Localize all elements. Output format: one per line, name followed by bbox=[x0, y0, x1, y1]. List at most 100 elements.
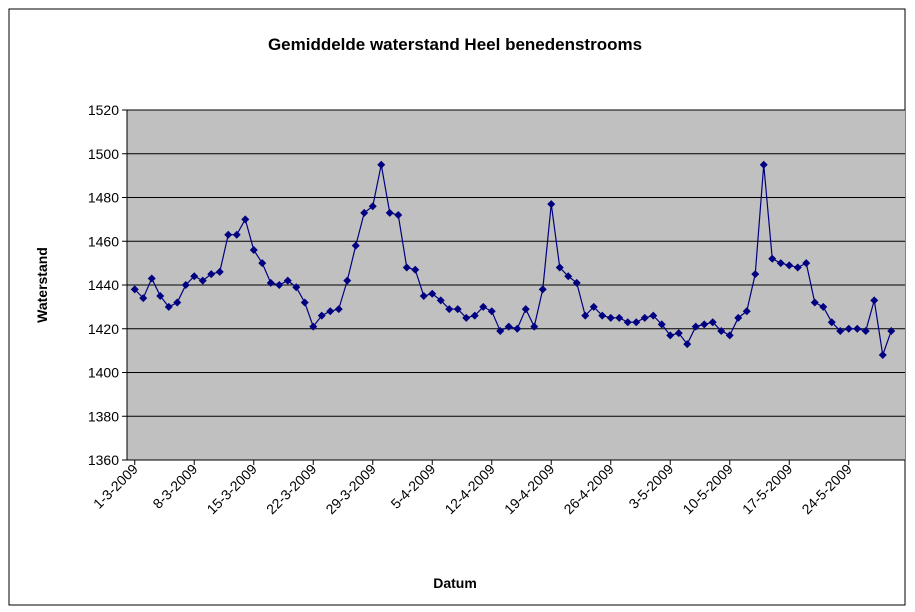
data-point bbox=[266, 278, 275, 287]
data-point bbox=[334, 305, 343, 314]
data-point bbox=[725, 331, 734, 340]
data-point bbox=[164, 302, 173, 311]
data-point bbox=[751, 270, 760, 279]
data-point bbox=[827, 318, 836, 327]
data-point bbox=[436, 296, 445, 305]
data-point bbox=[623, 318, 632, 327]
data-point bbox=[275, 281, 284, 289]
data-point bbox=[326, 307, 335, 316]
data-point bbox=[606, 313, 615, 322]
data-point bbox=[785, 261, 794, 270]
data-point bbox=[258, 259, 267, 268]
data-point bbox=[555, 263, 564, 272]
data-point bbox=[496, 326, 505, 335]
data-point bbox=[292, 283, 301, 292]
data-point bbox=[224, 230, 233, 239]
data-point bbox=[572, 278, 581, 287]
y-tick-label: 1500 bbox=[88, 146, 119, 162]
data-point bbox=[853, 324, 862, 333]
data-point bbox=[530, 322, 539, 331]
data-point bbox=[700, 320, 709, 329]
y-axis-label: Waterstand bbox=[34, 247, 50, 323]
data-point bbox=[844, 324, 853, 333]
y-tick-label: 1380 bbox=[88, 408, 119, 424]
data-point bbox=[513, 324, 522, 333]
data-point bbox=[564, 272, 573, 281]
data-point bbox=[190, 272, 199, 281]
y-tick-label: 1420 bbox=[88, 321, 119, 337]
data-point bbox=[411, 265, 420, 274]
x-axis-label: Datum bbox=[433, 575, 477, 591]
data-point bbox=[768, 254, 777, 263]
data-point bbox=[215, 267, 224, 276]
data-point bbox=[147, 274, 156, 283]
data-point bbox=[394, 211, 403, 219]
data-point bbox=[487, 307, 496, 316]
y-tick-label: 1400 bbox=[88, 365, 119, 381]
data-point bbox=[666, 331, 675, 340]
data-point bbox=[708, 318, 717, 327]
data-point bbox=[538, 285, 547, 294]
data-point bbox=[640, 313, 649, 322]
data-point bbox=[249, 246, 258, 254]
data-point bbox=[810, 298, 819, 307]
data-point bbox=[819, 302, 828, 311]
data-point bbox=[802, 259, 811, 268]
data-point bbox=[657, 320, 666, 329]
data-point bbox=[547, 200, 556, 209]
y-tick-label: 1360 bbox=[88, 452, 119, 468]
data-point bbox=[521, 305, 530, 314]
data-point bbox=[887, 326, 896, 335]
data-point bbox=[691, 322, 700, 331]
data-point bbox=[581, 311, 590, 320]
data-point bbox=[181, 281, 190, 289]
data-point bbox=[836, 326, 845, 335]
data-point bbox=[139, 294, 148, 303]
data-point bbox=[615, 313, 624, 322]
data-point bbox=[283, 276, 292, 285]
y-tick-label: 1460 bbox=[88, 233, 119, 249]
data-point bbox=[343, 276, 352, 285]
data-point bbox=[632, 318, 641, 327]
data-point bbox=[130, 285, 139, 294]
data-point bbox=[453, 305, 462, 314]
data-point bbox=[470, 311, 479, 320]
data-point bbox=[759, 160, 768, 169]
data-point bbox=[479, 302, 488, 311]
data-point bbox=[173, 298, 182, 307]
data-point bbox=[742, 307, 751, 316]
data-point bbox=[300, 298, 309, 307]
data-point bbox=[870, 296, 879, 305]
data-point bbox=[385, 208, 394, 217]
data-point bbox=[589, 302, 598, 311]
data-point bbox=[504, 322, 513, 331]
data-point bbox=[156, 291, 165, 300]
data-point bbox=[462, 313, 471, 322]
data-point bbox=[598, 311, 607, 320]
data-point bbox=[368, 202, 377, 211]
data-point bbox=[360, 208, 369, 217]
data-point bbox=[861, 326, 870, 335]
data-point bbox=[377, 160, 386, 169]
data-point bbox=[351, 241, 360, 250]
data-point bbox=[402, 263, 411, 272]
data-point bbox=[419, 291, 428, 300]
data-point bbox=[734, 313, 743, 322]
chart-title: Gemiddelde waterstand Heel benedenstroom… bbox=[268, 35, 642, 54]
data-point bbox=[717, 326, 726, 335]
y-tick-label: 1440 bbox=[88, 277, 119, 293]
data-point bbox=[317, 311, 326, 320]
data-point bbox=[428, 289, 437, 298]
data-point bbox=[674, 329, 683, 338]
data-point bbox=[878, 351, 887, 359]
data-point bbox=[232, 230, 241, 239]
data-point bbox=[649, 311, 658, 320]
data-point bbox=[683, 340, 692, 349]
data-point bbox=[793, 263, 802, 272]
data-point bbox=[776, 259, 785, 268]
y-tick-label: 1520 bbox=[88, 102, 119, 118]
data-point bbox=[445, 305, 454, 314]
data-point bbox=[309, 322, 318, 331]
data-point bbox=[241, 215, 250, 224]
